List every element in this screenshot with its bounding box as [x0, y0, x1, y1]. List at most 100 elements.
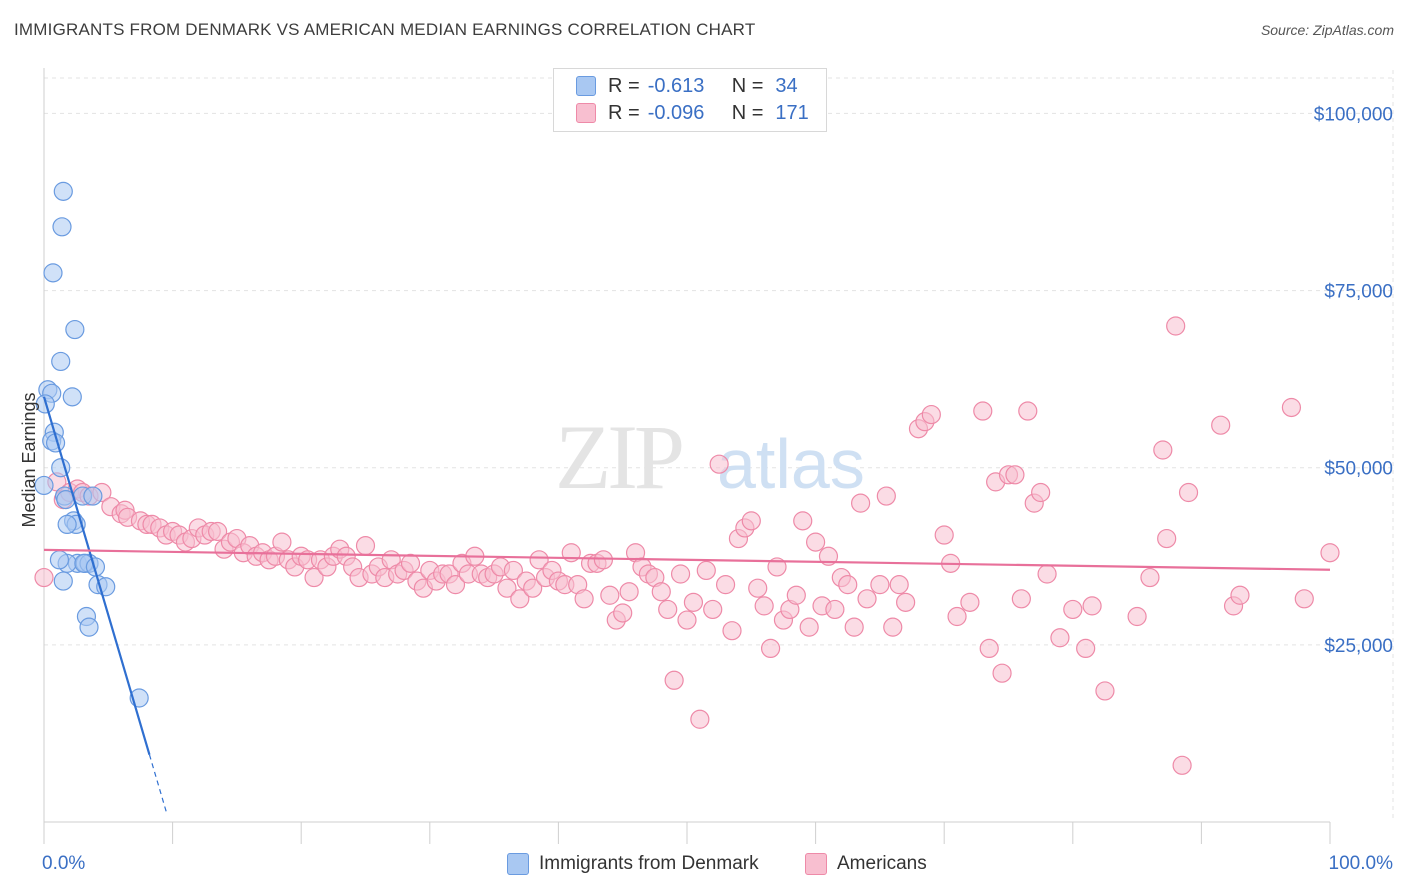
americans-point [722, 621, 742, 641]
americans-point [805, 532, 826, 552]
source-label: Source: ZipAtlas.com [1260, 22, 1394, 38]
americans-point [786, 585, 806, 605]
americans-point [889, 575, 909, 595]
x-tick-label: 0.0% [42, 853, 85, 874]
americans-point [696, 560, 716, 581]
americans-point [1063, 599, 1083, 620]
americans-point [1050, 628, 1070, 648]
legend-n-value: 171 [775, 101, 809, 124]
americans-point [497, 578, 517, 598]
bottom-legend-label-americans: Americans [837, 853, 927, 874]
americans-point [1011, 589, 1031, 609]
americans-point [1230, 585, 1250, 605]
americans-point [677, 610, 697, 630]
y-tick-label: $50,000 [1324, 459, 1393, 480]
legend-n-value: 34 [775, 74, 798, 97]
axis-labels: $25,000 $50,000 $75,000 $100,000 0.0% 100.0% M… [19, 104, 1393, 874]
americans-point [1178, 482, 1199, 503]
americans-point [593, 550, 614, 570]
denmark-point [53, 571, 73, 591]
chart-title: IMMIGRANTS FROM DENMARK VS AMERICAN MEDI… [14, 20, 756, 39]
americans-point [896, 592, 916, 612]
americans-point [825, 599, 845, 620]
bottom-legend-denmark[interactable]: Immigrants from Denmark [507, 851, 759, 877]
americans-point [355, 536, 376, 556]
denmark-point [43, 263, 63, 283]
grid [44, 70, 1394, 822]
correlation-legend: R = -0.613 N = 34 R = -0.096 N = 171 [553, 68, 827, 132]
americans-point [1082, 596, 1102, 616]
bottom-legend-americans[interactable]: Americans [805, 851, 927, 877]
y-axis-label: Median Earnings [19, 392, 39, 527]
americans-point [1037, 564, 1057, 584]
americans-point [709, 454, 729, 474]
legend-r-label: R = [608, 74, 640, 97]
americans-point [651, 582, 671, 602]
americans-point [883, 617, 903, 637]
legend-row-americans: R = -0.096 N = 171 [576, 101, 809, 125]
americans-point [921, 404, 941, 425]
bottom-legend-swatch-americans [805, 853, 827, 875]
americans-point [658, 599, 678, 620]
americans-point [838, 575, 858, 595]
americans-point [400, 553, 421, 573]
bottom-legend-label-denmark: Immigrants from Denmark [539, 853, 759, 874]
denmark-point [79, 617, 99, 637]
legend-n-label: N = [731, 101, 764, 124]
americans-point [272, 532, 292, 552]
americans-point [1320, 543, 1340, 563]
americans-point [799, 617, 819, 637]
denmark-point [83, 486, 103, 506]
watermark: ZIP atlas [555, 406, 865, 508]
americans-point [703, 599, 723, 620]
americans-point [1294, 589, 1314, 609]
denmark-point [53, 181, 73, 201]
americans-point [979, 638, 999, 659]
legend-row-denmark: R = -0.613 N = 34 [576, 74, 798, 98]
americans-point [1095, 681, 1115, 701]
americans-point [947, 606, 967, 627]
americans-point [1172, 755, 1192, 775]
legend-swatch-americans [576, 103, 596, 123]
legend-r-value: -0.613 [647, 74, 705, 97]
americans-point [748, 578, 768, 598]
americans-point [503, 560, 523, 581]
legend-r-value: -0.096 [647, 101, 705, 124]
americans-point [1127, 606, 1147, 627]
americans-point [523, 578, 543, 598]
denmark-point [57, 514, 77, 535]
americans-point [1153, 440, 1173, 460]
denmark-point [49, 550, 70, 570]
americans-point [1157, 528, 1177, 549]
americans-point [690, 709, 710, 729]
americans-point [992, 663, 1012, 683]
bottom-legend-swatch-denmark [507, 853, 529, 875]
americans-point [876, 486, 896, 506]
denmark-point [51, 351, 71, 372]
americans-point [1005, 465, 1025, 485]
americans-point [844, 617, 864, 637]
denmark-point [52, 217, 72, 237]
legend-r-label: R = [608, 101, 640, 124]
americans-point [960, 592, 980, 612]
americans-point [1140, 567, 1160, 588]
denmark-trend-line [42, 396, 151, 755]
americans-point [683, 592, 704, 612]
americans-point [760, 638, 781, 659]
denmark-point [65, 319, 85, 340]
denmark-point [34, 475, 54, 496]
americans-point [1166, 316, 1186, 336]
americans-point [870, 575, 890, 595]
americans-point [670, 564, 691, 584]
americans-points [34, 316, 1340, 775]
americans-point [510, 589, 530, 609]
americans-point [600, 585, 620, 605]
americans-point [818, 546, 839, 566]
americans-point [934, 525, 954, 545]
americans-trend-line [43, 548, 1331, 571]
americans-point [619, 582, 639, 602]
denmark-points [34, 181, 149, 708]
americans-point [1076, 638, 1096, 659]
legend-n-label: N = [731, 74, 764, 97]
